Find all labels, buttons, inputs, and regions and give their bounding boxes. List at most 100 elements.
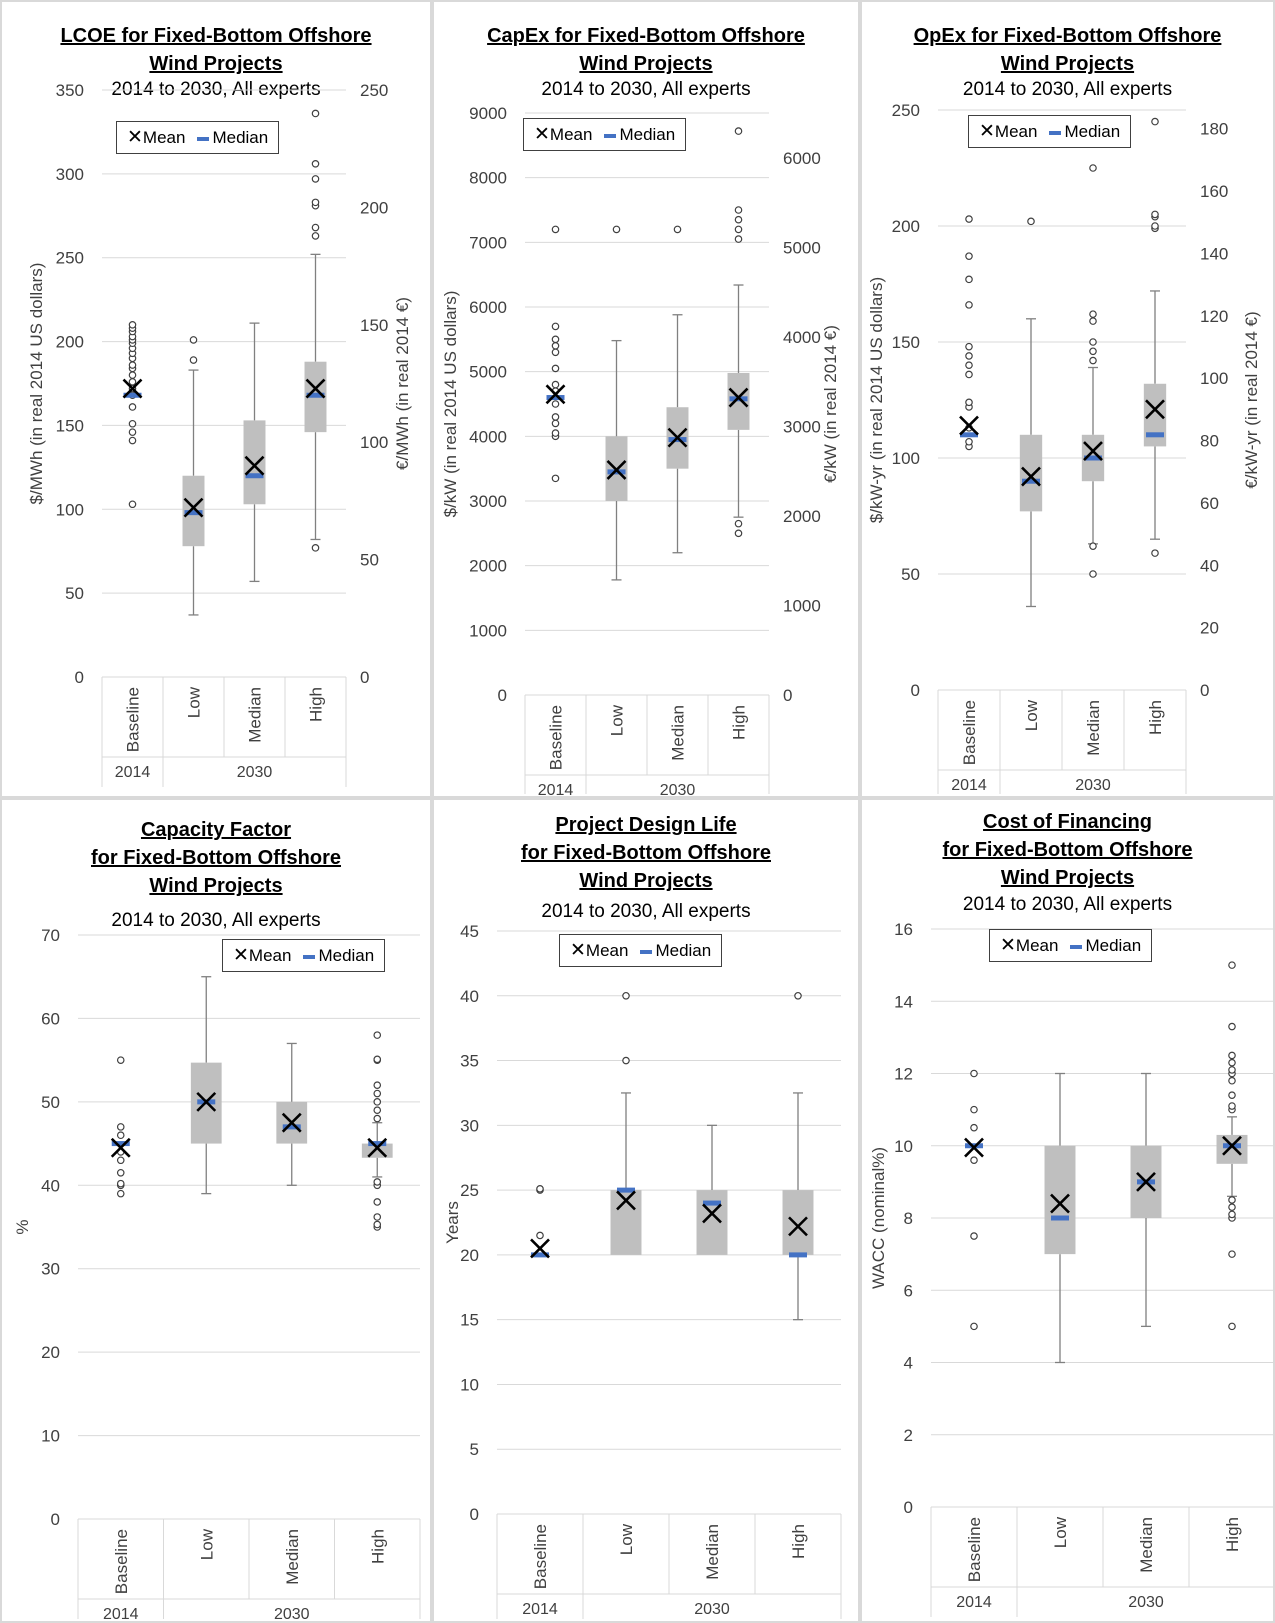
- outlier-point: [1228, 1066, 1236, 1074]
- outlier-point: [622, 1056, 630, 1065]
- outlier-point: [1089, 338, 1097, 346]
- y-tick-label: 0: [51, 1510, 60, 1529]
- outlier-point: [311, 544, 320, 552]
- outlier-point: [965, 252, 973, 260]
- y-right-tick-label: 6000: [783, 149, 821, 168]
- x-category-label: Median: [246, 687, 265, 743]
- y-tick-label: 0: [911, 681, 920, 700]
- chart-subtitle: 2014 to 2030, All experts: [962, 79, 1173, 100]
- y-axis-label-right: €/MWh (in real 2014 €): [393, 297, 412, 470]
- y-tick-label: 5: [470, 1440, 479, 1459]
- box-plot-low: [190, 976, 222, 1195]
- y-tick-label: 60: [41, 1009, 60, 1028]
- iqr-box: [727, 372, 750, 430]
- outlier-point: [965, 342, 973, 351]
- median-marker: [531, 1252, 549, 1258]
- outlier-point: [1089, 347, 1097, 356]
- mean-marker: [1136, 1171, 1156, 1192]
- y-tick-label: 10: [460, 1375, 479, 1394]
- iqr-box: [1143, 383, 1167, 447]
- outlier-point: [311, 232, 320, 240]
- chart-title-line: LCOE for Fixed-Bottom Offshore: [60, 25, 372, 47]
- outlier-point: [373, 1031, 382, 1039]
- legend-median-label: Median: [318, 946, 375, 965]
- y-tick-label: 100: [56, 500, 84, 519]
- median-legend-icon: [1070, 944, 1083, 949]
- x-group-label: 2030: [1128, 1594, 1164, 1611]
- box-plot-baseline: [530, 1185, 550, 1259]
- mean-marker: [305, 378, 326, 399]
- y-right-tick-label: 150: [360, 316, 388, 335]
- y-right-tick-label: 50: [360, 551, 379, 570]
- outlier-point: [116, 1156, 125, 1165]
- mean-marker: [606, 460, 627, 480]
- chart-panel-4: Capacity Factor for Fixed-Bottom Offshore…: [0, 798, 432, 1623]
- x-category-label: Median: [1084, 700, 1103, 756]
- median-marker: [1084, 455, 1102, 461]
- outlier-point: [128, 320, 137, 329]
- box-plot-median: [276, 1042, 308, 1186]
- x-category-label: High: [1223, 1517, 1242, 1552]
- box-plot-median: [666, 225, 689, 554]
- x-category-label: Median: [703, 1524, 722, 1580]
- x-category-label: High: [368, 1529, 387, 1564]
- iqr-box: [1019, 434, 1043, 512]
- y-tick-label: 40: [460, 987, 479, 1006]
- x-category-label: High: [789, 1524, 808, 1559]
- mean-legend-icon: ✕: [127, 127, 143, 148]
- x-category-label: Low: [1051, 1516, 1070, 1548]
- box-plot-low: [605, 225, 628, 581]
- y-tick-label: 8000: [469, 169, 507, 188]
- y-axis-label-right: €/kW-yr (in real 2014 €): [1242, 311, 1261, 488]
- mean-marker: [183, 497, 204, 518]
- mean-marker: [281, 1112, 302, 1133]
- outlier-point: [1151, 210, 1159, 219]
- chart-svg: 0 50 100 150 200 250 300 350 0 50 100 150 200 250 $/MW…: [27, 81, 412, 787]
- outlier-point: [1228, 1022, 1236, 1031]
- y-tick-label: 0: [904, 1498, 913, 1517]
- y-axis-label: Years: [443, 1201, 462, 1244]
- box-plot-median: [1130, 1072, 1162, 1328]
- y-tick-label: 6: [904, 1281, 913, 1300]
- chart-panel-2: CapEx for Fixed-Bottom Offshore Wind Proj…: [432, 0, 860, 798]
- box-plot-median: [1081, 164, 1105, 578]
- y-axis-label: $/kW-yr (in real 2014 US dollars): [867, 277, 886, 523]
- median-marker: [960, 432, 978, 438]
- median-marker: [123, 392, 142, 398]
- chart-legend: ✕Mean Median: [968, 115, 1132, 148]
- mean-legend-icon: ✕: [233, 945, 249, 966]
- outlier-point: [965, 301, 973, 309]
- mean-marker: [545, 384, 566, 405]
- y-tick-label: 3000: [469, 492, 507, 511]
- x-category-label: High: [307, 687, 326, 722]
- y-tick-label: 4000: [469, 427, 507, 446]
- box-plot-low: [1019, 217, 1043, 608]
- chart-panel-3: OpEx for Fixed-Bottom Offshore Wind Proje…: [860, 0, 1275, 798]
- outlier-point: [551, 429, 560, 437]
- outlier-point: [311, 109, 320, 118]
- y-tick-label: 7000: [469, 233, 507, 252]
- chart-title-line: for Fixed-Bottom Offshore: [521, 842, 771, 864]
- box-plot-high: [1216, 961, 1248, 1331]
- chart-legend: ✕Mean Median: [116, 121, 280, 154]
- outlier-point: [1089, 542, 1097, 550]
- mean-marker: [1021, 466, 1041, 487]
- x-category-label: High: [730, 705, 749, 740]
- chart-svg: 0 2 4 6 8 10 12 14 16 WACC (nominal%) Baseline Low M…: [869, 920, 1273, 1617]
- y-tick-label: 350: [56, 81, 84, 100]
- median-marker: [607, 469, 626, 475]
- x-group-label: 2030: [237, 764, 273, 781]
- chart-subtitle: 2014 to 2030, All experts: [111, 910, 321, 931]
- median-marker: [668, 437, 687, 443]
- box-plot-high: [782, 991, 814, 1321]
- y-right-tick-label: 3000: [783, 417, 821, 436]
- legend-mean-label: Mean: [1015, 936, 1059, 955]
- outlier-point: [965, 370, 973, 379]
- y-tick-label: 35: [460, 1052, 479, 1071]
- y-tick-label: 10: [894, 1137, 913, 1156]
- y-tick-label: 0: [75, 668, 84, 687]
- outlier-point: [734, 529, 743, 538]
- mean-marker: [1145, 399, 1165, 420]
- median-marker: [282, 1124, 301, 1130]
